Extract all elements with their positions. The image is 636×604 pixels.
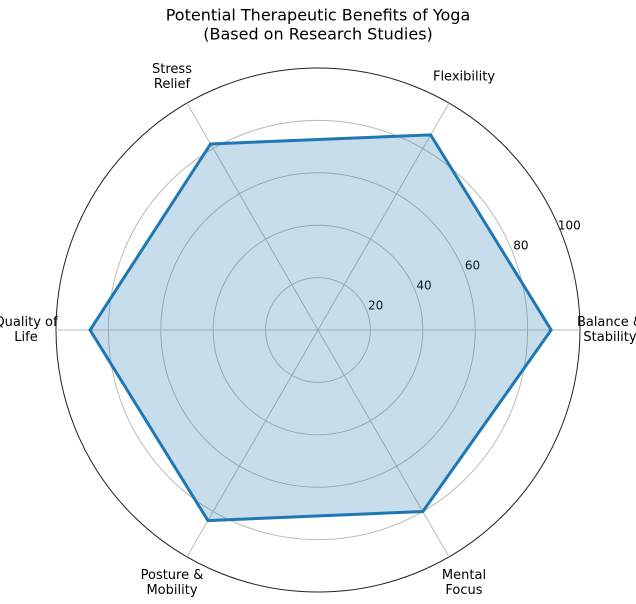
category-label: Flexibility [433,70,495,85]
r-tick-label: 100 [558,218,581,232]
r-tick-label: 20 [368,299,383,313]
category-label: Life [14,330,37,345]
radar-line [88,133,553,523]
r-tick-label: 60 [465,259,480,273]
category-label: Stability [583,330,636,345]
category-label: Quality of [0,315,58,330]
category-label: Mobility [146,583,197,598]
spoke [317,329,450,558]
spoke [317,102,450,331]
chart-title: Potential Therapeutic Benefits of Yoga [166,6,471,25]
r-tick-label: 80 [513,238,528,252]
r-tick-label: 40 [416,279,431,293]
spoke [186,102,319,331]
category-label: Relief [154,77,191,92]
category-label: Focus [445,583,482,598]
category-label: Mental [442,568,486,583]
category-label: Balance & [577,315,636,330]
category-label: Stress [152,62,192,77]
category-label: Posture & [141,568,204,583]
radar-area [90,134,552,521]
chart-subtitle: (Based on Research Studies) [203,25,433,44]
